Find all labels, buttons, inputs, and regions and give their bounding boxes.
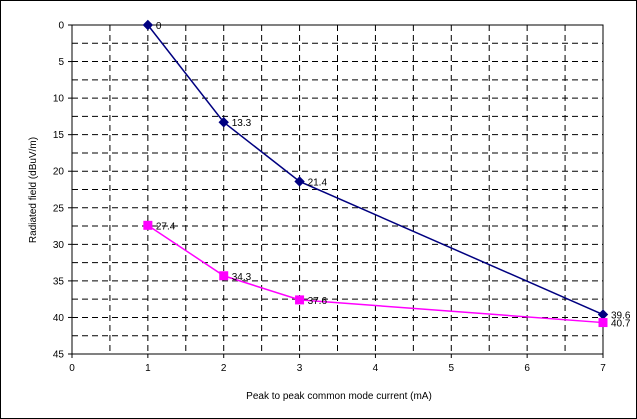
data-label: 0: [156, 21, 162, 32]
y-tick-label: 5: [58, 57, 64, 68]
grid-lines: [72, 25, 603, 354]
series-line: [147, 224, 604, 324]
series-1: 0 13.3 21.4 39.6: [142, 19, 631, 322]
x-tick-label: 5: [449, 363, 455, 374]
y-tick-label: 40: [53, 313, 65, 324]
y-tick-label: 35: [53, 276, 65, 287]
data-point-square: [598, 318, 608, 328]
data-point-diamond: [142, 19, 154, 31]
y-axis-title: Radiated field (dBuV/m): [28, 137, 39, 243]
data-label: 13.3: [232, 118, 252, 129]
y-tick-label: 20: [53, 167, 65, 178]
y-tick-label: 15: [53, 130, 65, 141]
data-point-square: [219, 271, 229, 281]
data-label: 37.6: [308, 296, 328, 307]
data-label: 40.7: [611, 319, 631, 330]
y-tick-label: 25: [53, 203, 65, 214]
data-label: 21.4: [308, 177, 328, 188]
x-tick-label: 0: [69, 363, 75, 374]
data-point-square: [143, 220, 153, 230]
x-tick-label: 7: [600, 363, 606, 374]
data-label: 27.4: [156, 221, 176, 232]
x-tick-label: 6: [524, 363, 530, 374]
series-2: 27.4 34.3 37.6 40.7: [143, 220, 631, 330]
data-point-diamond: [294, 176, 305, 187]
series-line: [147, 24, 604, 316]
data-label: 39.6: [611, 311, 631, 322]
data-point-square: [295, 295, 305, 305]
x-axis-title: Peak to peak common mode current (mA): [246, 391, 432, 402]
y-tick-label: 0: [58, 21, 64, 32]
x-tick-label: 3: [297, 363, 303, 374]
y-tick-label: 10: [53, 94, 65, 105]
y-tick-label: 30: [53, 240, 65, 251]
x-tick-label: 4: [373, 363, 379, 374]
x-tick-label: 1: [145, 363, 151, 374]
y-tick-label: 45: [53, 350, 65, 361]
x-tick-label: 2: [221, 363, 227, 374]
data-point-diamond: [218, 117, 229, 128]
data-label: 34.3: [232, 272, 252, 283]
series-layer: 0 13.3 21.4 39.6 27.4 34.3 37.6 40.7: [142, 19, 631, 330]
